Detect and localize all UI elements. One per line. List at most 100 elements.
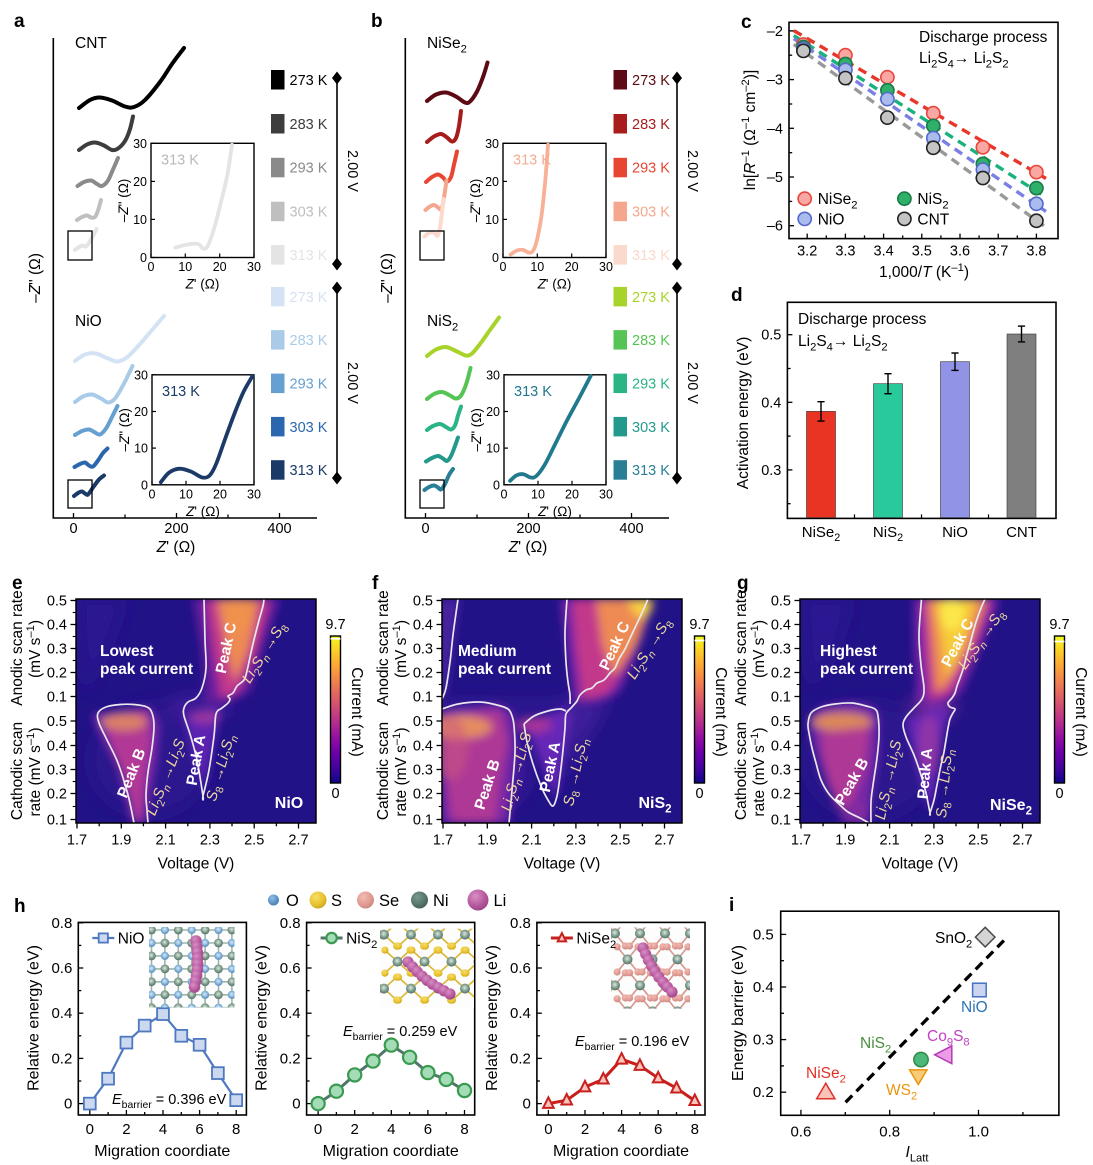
svg-text:0.4: 0.4 xyxy=(51,1005,72,1022)
svg-text:10: 10 xyxy=(178,260,192,274)
svg-text:0.1: 0.1 xyxy=(47,690,67,706)
svg-text:rate (mV s–1): rate (mV s–1) xyxy=(25,727,44,816)
svg-text:NiO: NiO xyxy=(942,524,968,541)
svg-text:CNT: CNT xyxy=(917,211,949,228)
svg-text:Current (mA): Current (mA) xyxy=(1072,667,1089,757)
svg-text:NiSe2: NiSe2 xyxy=(802,524,841,544)
svg-text:0.5: 0.5 xyxy=(771,714,791,730)
svg-text:0.1: 0.1 xyxy=(771,813,791,829)
svg-text:313 K: 313 K xyxy=(513,152,551,168)
svg-text:0.3: 0.3 xyxy=(47,642,67,658)
svg-text:Discharge process: Discharge process xyxy=(919,29,1048,46)
svg-text:20: 20 xyxy=(565,260,579,274)
svg-text:3.3: 3.3 xyxy=(835,244,855,260)
svg-text:0.2: 0.2 xyxy=(47,666,67,682)
svg-text:0.1: 0.1 xyxy=(413,813,433,829)
svg-text:0.3: 0.3 xyxy=(771,763,791,779)
svg-text:NiS2: NiS2 xyxy=(917,191,948,211)
svg-text:2.1: 2.1 xyxy=(156,833,176,849)
svg-text:0: 0 xyxy=(69,521,77,537)
svg-text:0.2: 0.2 xyxy=(413,666,433,682)
svg-text:2.3: 2.3 xyxy=(200,833,220,849)
svg-text:20: 20 xyxy=(213,260,227,274)
svg-text:S8 →Li2Sn: S8 →Li2Sn xyxy=(203,732,241,804)
svg-text:313 K: 313 K xyxy=(514,384,552,400)
svg-text:0.3: 0.3 xyxy=(413,763,433,779)
svg-text:Z' (Ω): Z' (Ω) xyxy=(537,504,572,519)
svg-text:0: 0 xyxy=(501,487,508,501)
svg-text:10: 10 xyxy=(179,487,193,501)
svg-text:Relative energy (eV): Relative energy (eV) xyxy=(25,945,42,1091)
svg-text:Ni: Ni xyxy=(433,892,449,910)
svg-text:400: 400 xyxy=(619,521,643,537)
svg-text:peak current: peak current xyxy=(100,661,193,678)
svg-text:0.8: 0.8 xyxy=(280,915,301,932)
svg-text:CNT: CNT xyxy=(1006,524,1037,541)
svg-text:–Z" (Ω): –Z" (Ω) xyxy=(468,179,483,222)
svg-text:0.5: 0.5 xyxy=(413,594,433,610)
svg-text:Li2Sn →S8: Li2Sn →S8 xyxy=(624,615,678,684)
svg-text:Ebarrier = 0.259 eV: Ebarrier = 0.259 eV xyxy=(343,1024,458,1043)
svg-text:0: 0 xyxy=(64,1096,72,1113)
svg-text:30: 30 xyxy=(247,260,261,274)
svg-text:Cathodic scan: Cathodic scan xyxy=(375,722,392,820)
svg-text:313 K: 313 K xyxy=(290,463,328,479)
svg-text:Voltage (V): Voltage (V) xyxy=(524,856,601,873)
svg-text:283 K: 283 K xyxy=(290,117,328,133)
svg-text:2.5: 2.5 xyxy=(610,833,630,849)
svg-text:Current (mA): Current (mA) xyxy=(712,667,729,757)
svg-text:Li2Sn →Li2S: Li2Sn →Li2S xyxy=(872,739,909,822)
svg-text:30: 30 xyxy=(599,487,613,501)
svg-text:273 K: 273 K xyxy=(632,290,670,306)
svg-text:0.1: 0.1 xyxy=(47,813,67,829)
svg-text:20: 20 xyxy=(134,405,148,419)
svg-text:0.4: 0.4 xyxy=(510,1005,531,1022)
svg-text:–4: –4 xyxy=(767,121,783,137)
svg-text:1.9: 1.9 xyxy=(835,833,855,849)
svg-text:8: 8 xyxy=(460,1121,468,1138)
svg-text:Anodic scan rate: Anodic scan rate xyxy=(9,590,26,705)
svg-text:0.2: 0.2 xyxy=(771,787,791,803)
svg-text:303 K: 303 K xyxy=(290,205,328,221)
svg-text:Anodic scan rate: Anodic scan rate xyxy=(733,590,750,705)
svg-text:0.4: 0.4 xyxy=(413,739,433,755)
svg-text:0: 0 xyxy=(314,1121,322,1138)
svg-text:3.8: 3.8 xyxy=(1026,244,1046,260)
svg-text:Migration coordiate: Migration coordiate xyxy=(94,1143,230,1160)
svg-text:0: 0 xyxy=(500,260,507,274)
svg-text:0.5: 0.5 xyxy=(771,594,791,610)
svg-text:3.5: 3.5 xyxy=(912,244,932,260)
svg-text:1.7: 1.7 xyxy=(433,833,453,849)
svg-text:20: 20 xyxy=(213,487,227,501)
svg-text:h: h xyxy=(14,896,26,917)
svg-text:10: 10 xyxy=(530,260,544,274)
svg-text:(mV s–1): (mV s–1) xyxy=(749,620,768,678)
svg-text:2.00 V: 2.00 V xyxy=(684,150,700,192)
svg-text:2.7: 2.7 xyxy=(288,833,308,849)
svg-text:4: 4 xyxy=(387,1121,395,1138)
svg-text:20: 20 xyxy=(565,487,579,501)
svg-text:Migration coordiate: Migration coordiate xyxy=(553,1143,689,1160)
svg-text:0: 0 xyxy=(149,487,156,501)
svg-text:2.7: 2.7 xyxy=(1012,833,1032,849)
svg-text:10: 10 xyxy=(134,442,148,456)
svg-text:0: 0 xyxy=(523,1096,531,1113)
svg-text:0.2: 0.2 xyxy=(771,666,791,682)
svg-text:Activation energy (eV): Activation energy (eV) xyxy=(735,337,752,490)
svg-text:1.7: 1.7 xyxy=(791,833,811,849)
svg-text:NiO: NiO xyxy=(961,999,988,1016)
svg-text:ILatt: ILatt xyxy=(906,1144,930,1164)
svg-text:0.4: 0.4 xyxy=(47,618,67,634)
svg-text:–Z" (Ω): –Z" (Ω) xyxy=(117,408,132,451)
svg-text:2.00 V: 2.00 V xyxy=(344,150,360,192)
svg-text:4: 4 xyxy=(159,1121,167,1138)
svg-text:0.3: 0.3 xyxy=(47,763,67,779)
svg-text:0.4: 0.4 xyxy=(771,618,791,634)
svg-text:Li2Sn →Li2S: Li2Sn →Li2S xyxy=(498,731,538,814)
svg-text:S8 →Li2Sn: S8 →Li2Sn xyxy=(560,737,594,809)
svg-text:–Z" (Ω): –Z" (Ω) xyxy=(379,253,396,303)
svg-text:303 K: 303 K xyxy=(290,420,328,436)
svg-text:0.2: 0.2 xyxy=(753,1084,774,1101)
svg-text:8: 8 xyxy=(232,1121,240,1138)
svg-text:313 K: 313 K xyxy=(161,152,199,168)
